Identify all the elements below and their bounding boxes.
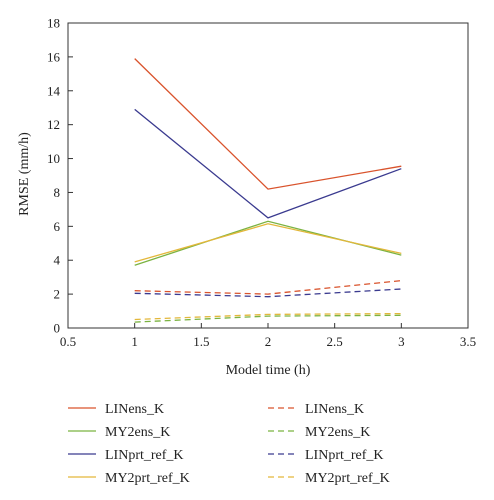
y-tick-label: 8 xyxy=(54,185,61,200)
y-tick-label: 10 xyxy=(47,151,60,166)
legend-label: LINens_K xyxy=(305,402,364,417)
y-tick-label: 14 xyxy=(47,83,61,98)
series-line-linprt-ref-k-dashed xyxy=(134,288,402,298)
x-axis-title: Model time (h) xyxy=(226,363,311,378)
legend: LINens_K MY2ens_K LINprt_ref_K MY2prt_ref_K… xyxy=(68,402,390,486)
y-axis-title: RMSE (mm/h) xyxy=(17,132,32,216)
y-tick-label: 0 xyxy=(54,321,61,336)
series-line-linens-k-dashed xyxy=(134,279,402,295)
series-line-linens-k-solid xyxy=(134,58,402,190)
series-layer xyxy=(134,58,402,323)
x-tick-label: 3 xyxy=(398,334,405,349)
x-axis: 0.5 1 1.5 2 2.5 3 3.5 xyxy=(60,323,476,349)
x-tick-label: 1 xyxy=(131,334,138,349)
x-tick-label: 3.5 xyxy=(460,334,476,349)
plot-border xyxy=(67,22,469,329)
y-tick-label: 12 xyxy=(47,117,60,132)
x-tick-label: 2 xyxy=(265,334,272,349)
series-line-my2ens-k-solid xyxy=(134,220,402,266)
legend-label: LINprt_ref_K xyxy=(105,448,184,463)
y-tick-label: 4 xyxy=(54,253,61,268)
series-line-my2prt-ref-k-solid xyxy=(134,223,402,263)
legend-label: MY2ens_K xyxy=(305,425,370,440)
y-tick-label: 18 xyxy=(47,16,60,31)
y-tick-label: 6 xyxy=(54,219,61,234)
x-tick-label: 0.5 xyxy=(60,334,76,349)
plot-frame xyxy=(67,22,469,329)
x-tick-label: 2.5 xyxy=(327,334,343,349)
series-line-my2ens-k-dashed xyxy=(134,314,402,323)
legend-label: MY2prt_ref_K xyxy=(105,471,190,486)
y-tick-label: 16 xyxy=(47,49,61,64)
legend-label: MY2prt_ref_K xyxy=(305,471,390,486)
y-axis: 0 2 4 6 8 10 12 14 16 18 xyxy=(47,16,73,336)
series-line-linprt-ref-k-solid xyxy=(134,108,402,219)
legend-label: MY2ens_K xyxy=(105,425,170,440)
y-tick-label: 2 xyxy=(54,287,61,302)
legend-label: LINens_K xyxy=(105,402,164,417)
legend-label: LINprt_ref_K xyxy=(305,448,384,463)
x-tick-label: 1.5 xyxy=(193,334,209,349)
series-line-my2prt-ref-k-dashed xyxy=(134,312,402,321)
